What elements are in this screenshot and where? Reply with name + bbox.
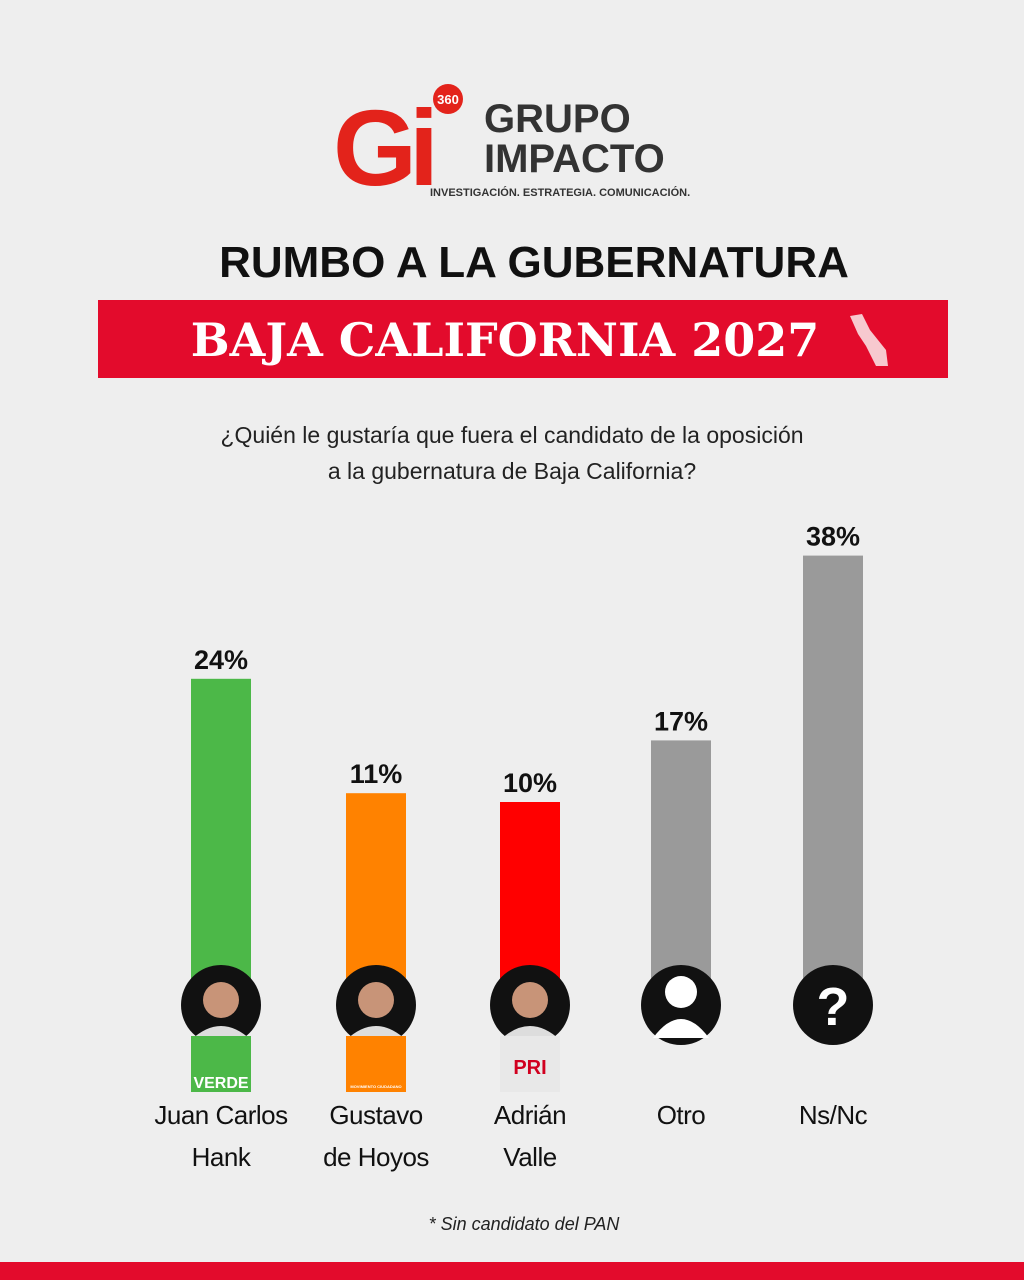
- party-badge-label: VERDE: [193, 1075, 248, 1092]
- chart-title: RUMBO A LA GUBERNATURA: [219, 238, 849, 287]
- logo-line: IMPACTO: [484, 137, 665, 181]
- logo-mark: Gi: [333, 87, 432, 208]
- logo-tagline: INVESTIGACIÓN. ESTRATEGIA. COMUNICACIÓN.: [430, 186, 690, 199]
- category-label: Juan Carlos Hank: [154, 1100, 288, 1172]
- value-label: 10%: [503, 768, 557, 798]
- logo-line: GRUPO: [484, 97, 631, 141]
- category-label: Ns/Nc: [798, 1100, 868, 1130]
- footnote: * Sin candidato del PAN: [429, 1214, 621, 1234]
- logo-badge-bg: [433, 84, 463, 114]
- avatar-face: [512, 982, 548, 1018]
- party-badge: [191, 1036, 251, 1092]
- avatar-face: [358, 982, 394, 1018]
- chart-subtitle: BAJA CALIFORNIA 2027: [191, 313, 819, 367]
- avatar-face: [203, 982, 239, 1018]
- value-label: 38%: [806, 522, 860, 552]
- avatar-body: [653, 1019, 709, 1038]
- value-label: 17%: [654, 706, 708, 736]
- party-badge: [500, 1036, 560, 1092]
- question: ¿Quién le gustaría que fuera el candidat…: [220, 422, 803, 448]
- unknown-icon: ?: [817, 977, 850, 1037]
- subtitle-band: [98, 300, 948, 378]
- logo-badge: 360: [437, 92, 459, 107]
- avatar: [793, 965, 873, 1045]
- value-label: 11%: [350, 759, 403, 789]
- party-badge-label: MOVIMIENTO CIUDADANO: [350, 1084, 401, 1089]
- bottom-strip: [0, 1262, 1024, 1280]
- bar: [191, 678, 251, 1000]
- avatar-head: [665, 976, 697, 1008]
- category-label: Otro: [656, 1100, 706, 1130]
- category-label: Gustavo de Hoyos: [323, 1100, 429, 1172]
- party-badge: [346, 1036, 406, 1092]
- party-badge-label: PRI: [513, 1057, 546, 1079]
- category-label: Adrián Valle: [493, 1100, 567, 1172]
- question: a la gubernatura de Baja California?: [328, 458, 696, 484]
- bar: [651, 740, 711, 1000]
- bar: [803, 555, 863, 1000]
- state-icon: [850, 314, 888, 366]
- value-label: 24%: [194, 645, 248, 675]
